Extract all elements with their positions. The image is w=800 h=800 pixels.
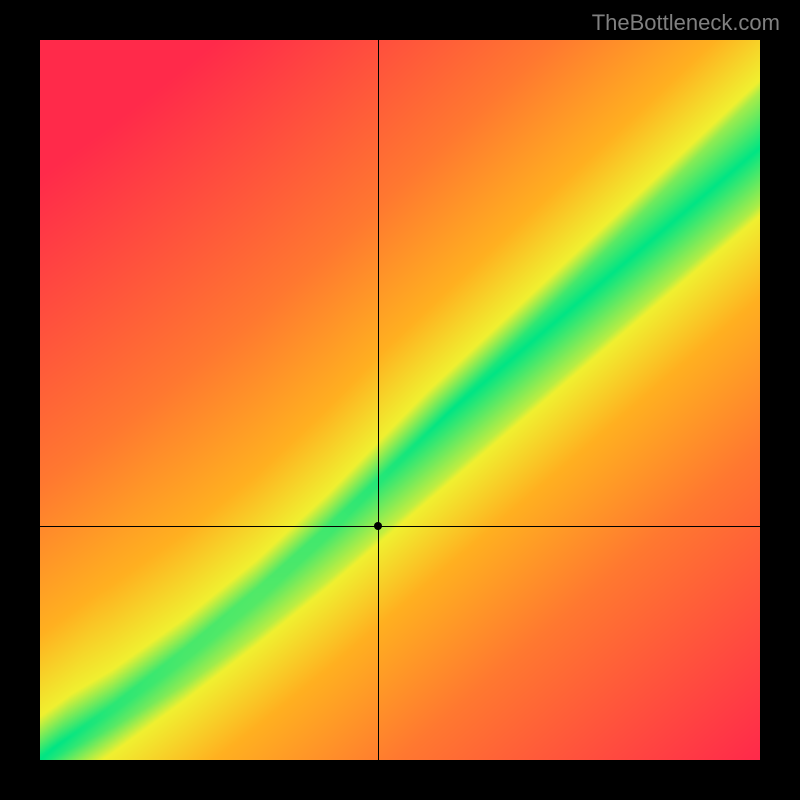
heatmap-plot (40, 40, 760, 760)
heatmap-canvas (40, 40, 760, 760)
crosshair-vertical (378, 40, 379, 760)
crosshair-horizontal (40, 526, 760, 527)
watermark-text: TheBottleneck.com (592, 10, 780, 36)
marker-dot (374, 522, 382, 530)
